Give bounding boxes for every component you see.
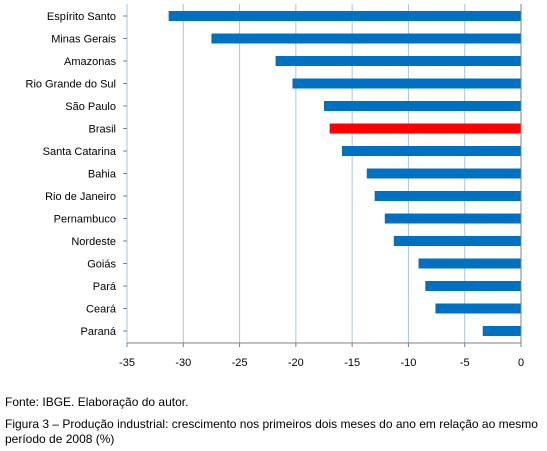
category-label: Ceará (86, 304, 117, 316)
bar-pernambuco (384, 213, 521, 224)
category-label: São Paulo (65, 101, 116, 113)
category-label: Santa Catarina (43, 146, 117, 158)
category-label: Bahia (88, 169, 117, 181)
category-label: Pará (93, 281, 117, 293)
bar-espirito-santo (168, 11, 521, 21)
x-tick-labels: -35 -30 -25 -20 -15 -10 -5 0 (119, 357, 524, 369)
figure-caption: Figura 3 – Produção industrial: crescime… (5, 417, 538, 446)
category-label: Amazonas (64, 56, 116, 68)
bar-rio-grande-do-sul (292, 78, 521, 89)
bar-nordeste (393, 236, 521, 246)
x-tick-label: -20 (288, 357, 304, 369)
x-tick-label: 0 (518, 357, 524, 369)
source-note: Fonte: IBGE. Elaboração do autor. (5, 395, 189, 409)
category-label: Paraná (81, 326, 117, 338)
category-label: Rio de Janeiro (45, 191, 116, 203)
bar-rio-de-janeiro (374, 191, 521, 201)
axes (123, 4, 522, 347)
bar-bahia (366, 168, 521, 179)
bar-para (425, 281, 521, 291)
category-label: Minas Gerais (51, 34, 116, 46)
x-tick-label: -25 (232, 357, 248, 369)
category-label: Espírito Santo (47, 11, 116, 23)
x-tick-label: -35 (119, 357, 135, 369)
bar-parana (482, 326, 521, 336)
x-tick-label: -15 (344, 357, 360, 369)
category-label: Rio Grande do Sul (26, 79, 117, 91)
bar-minas-gerais (211, 33, 521, 44)
category-label: Nordeste (71, 236, 116, 248)
bars (168, 11, 521, 336)
x-tick-label: -5 (460, 357, 470, 369)
bar-sao-paulo (324, 101, 521, 111)
category-label: Brasil (88, 124, 116, 136)
x-tick-label: -10 (400, 357, 416, 369)
bar-goias (418, 258, 521, 269)
category-labels: Espírito Santo Minas Gerais Amazonas Rio Gr… (26, 11, 117, 338)
x-tick-label: -30 (175, 357, 191, 369)
bar-chart: Espírito Santo Minas Gerais Amazonas Rio Gr… (26, 4, 524, 369)
bar-ceara (435, 303, 521, 314)
bar-santa-catarina (342, 146, 521, 156)
category-label: Pernambuco (54, 214, 116, 226)
bar-amazonas (275, 56, 521, 66)
bar-brasil (329, 123, 521, 134)
category-label: Goiás (87, 259, 116, 271)
